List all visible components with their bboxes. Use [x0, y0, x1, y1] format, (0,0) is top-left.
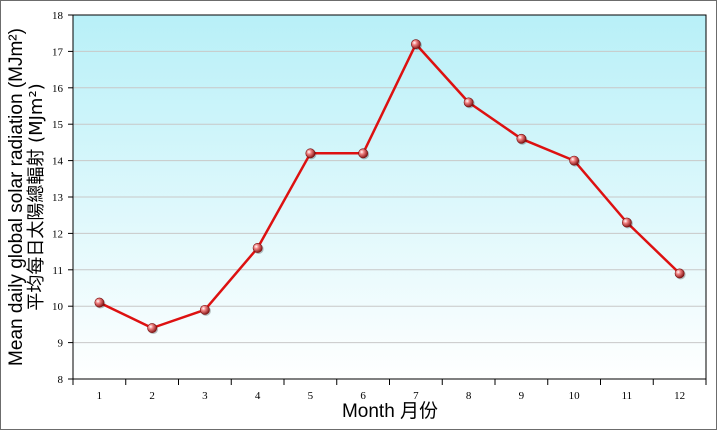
data-point — [674, 268, 685, 279]
y-tick-label: 16 — [52, 83, 64, 95]
y-axis-title: Mean daily global solar radiation (MJm²) — [6, 28, 27, 366]
x-tick-label: 6 — [360, 390, 366, 402]
data-point — [147, 323, 158, 333]
series-line-path — [98, 42, 681, 330]
series-line — [98, 42, 681, 330]
y-tick-label: 17 — [52, 46, 64, 58]
x-tick-label: 10 — [569, 390, 581, 402]
y-tick-label: 14 — [52, 156, 64, 168]
data-points — [94, 39, 686, 335]
x-tick-label: 12 — [674, 390, 685, 402]
grid-lines — [73, 50, 706, 344]
data-point — [621, 217, 632, 228]
x-tick-label: 1 — [97, 390, 103, 402]
data-point — [305, 148, 316, 159]
y-tick-label: 9 — [58, 338, 64, 350]
data-point — [358, 148, 369, 159]
x-tick-label: 11 — [622, 390, 633, 402]
data-point — [516, 133, 527, 144]
x-tick-label: 5 — [308, 390, 314, 402]
y-tick-labels: 8 9 10 11 12 13 14 15 16 17 18 — [52, 10, 64, 386]
y-tick-label: 18 — [52, 10, 64, 22]
x-tick-label: 4 — [255, 390, 261, 402]
x-tick-label: 3 — [202, 390, 208, 402]
y-axis-title-chinese: 平均每日太陽總輻射 (MJm²) — [26, 83, 47, 310]
y-tick-label: 10 — [52, 301, 64, 313]
x-tick-label: 2 — [149, 390, 155, 402]
plot-border — [72, 14, 707, 380]
axes — [68, 14, 707, 385]
x-tick-label: 8 — [466, 390, 472, 402]
data-point — [463, 97, 474, 108]
y-tick-label: 11 — [52, 265, 63, 277]
x-tick-label: 9 — [519, 390, 525, 402]
data-point — [569, 155, 580, 166]
data-point — [252, 243, 263, 253]
x-tick-labels: 1 2 3 4 5 6 7 8 9 10 11 12 — [97, 390, 686, 402]
y-tick-label: 8 — [58, 374, 64, 386]
data-point — [410, 39, 421, 50]
x-tick-label: 7 — [413, 390, 419, 402]
y-tick-label: 13 — [52, 192, 64, 204]
data-point — [199, 304, 210, 315]
y-tick-label: 12 — [52, 228, 63, 240]
x-axis-title: Month 月份 — [342, 400, 438, 422]
data-point — [94, 297, 105, 308]
y-tick-label: 15 — [52, 119, 64, 131]
